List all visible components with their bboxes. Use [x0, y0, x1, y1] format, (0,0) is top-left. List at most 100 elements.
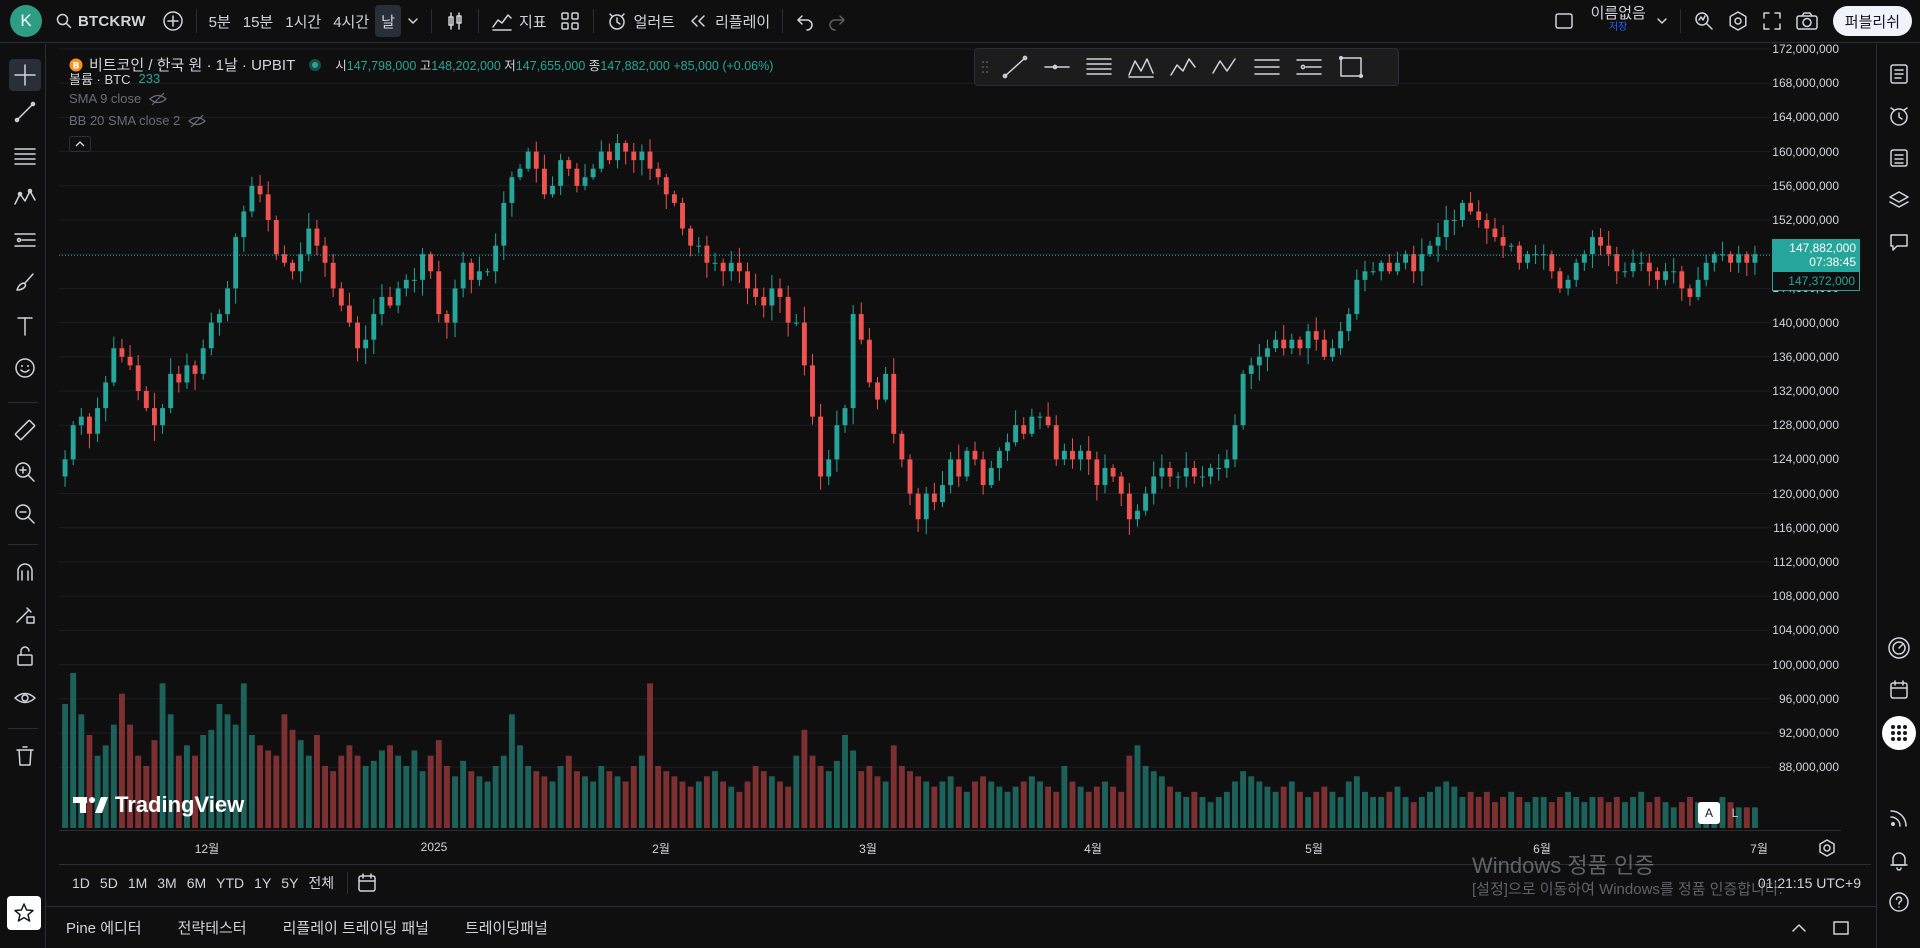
- snapshot-button[interactable]: [1789, 5, 1825, 37]
- tab-trading-panel[interactable]: 트레이딩패널: [464, 920, 548, 937]
- alert-button[interactable]: 얼러트: [600, 5, 681, 37]
- symbol-search[interactable]: BTCKRW: [50, 13, 156, 30]
- timezone-clock[interactable]: 01:21:15 UTC+9: [1757, 874, 1861, 891]
- elliott-wave-icon[interactable]: [1167, 53, 1199, 81]
- range-all[interactable]: 전체: [308, 874, 335, 891]
- pitchfork-icon[interactable]: [1125, 53, 1157, 81]
- chat-button[interactable]: [1883, 226, 1915, 258]
- text-tool[interactable]: [9, 310, 41, 342]
- indicators-button[interactable]: 지표: [485, 5, 553, 37]
- range-5d[interactable]: 5D: [99, 874, 118, 891]
- log-scale-button[interactable]: L: [1731, 806, 1739, 820]
- hide-drawings[interactable]: [9, 682, 41, 714]
- tab-strategy-tester[interactable]: 전략테스터: [177, 920, 247, 937]
- trend-line-icon[interactable]: [999, 53, 1031, 81]
- fullscreen-button[interactable]: [1755, 5, 1789, 37]
- interval-4h[interactable]: 4시간: [333, 13, 370, 31]
- auto-scale-button[interactable]: A: [1698, 802, 1720, 824]
- sma-indicator-legend[interactable]: SMA 9 close: [69, 91, 168, 106]
- fib-tool[interactable]: [9, 140, 41, 172]
- trend-line-tool[interactable]: [9, 96, 41, 128]
- eye-hidden-icon[interactable]: [188, 114, 207, 128]
- range-ytd[interactable]: YTD: [216, 874, 245, 891]
- help-button[interactable]: [1883, 886, 1915, 918]
- candle-body: [127, 356, 133, 366]
- volume-bar: [1134, 745, 1141, 828]
- price-pane[interactable]: B 비트코인 / 한국 원 · 1날 · UPBIT 시147,798,000 …: [59, 44, 1771, 830]
- price-axis[interactable]: 172,000,000 168,000,000 164,000,000 160,000…: [1771, 42, 1841, 830]
- layers-button[interactable]: [1883, 184, 1915, 216]
- goto-date-icon[interactable]: [356, 872, 378, 894]
- icon-tool[interactable]: [9, 352, 41, 384]
- range-1y[interactable]: 1Y: [254, 874, 272, 891]
- pattern-tool[interactable]: [9, 182, 41, 214]
- zoom-in-tool[interactable]: [9, 456, 41, 488]
- range-1d[interactable]: 1D: [72, 874, 90, 891]
- layout-select-button[interactable]: [1547, 5, 1581, 37]
- abcd-pattern-icon[interactable]: [1209, 53, 1241, 81]
- chevron-up-icon[interactable]: [1788, 917, 1810, 939]
- replay-button[interactable]: 리플레이: [681, 5, 776, 37]
- collapse-legend-button[interactable]: [69, 136, 91, 152]
- chart-type-button[interactable]: [438, 5, 472, 37]
- range-3m[interactable]: 3M: [157, 874, 177, 891]
- fib-retracement-icon[interactable]: [1083, 53, 1115, 81]
- regression-channel-icon[interactable]: [1251, 53, 1283, 81]
- settings-button[interactable]: [1721, 5, 1755, 37]
- ideas-stream-button[interactable]: [1883, 802, 1915, 834]
- candle-body: [1411, 254, 1417, 272]
- zoom-out-tool[interactable]: [9, 498, 41, 530]
- range-6m[interactable]: 6M: [186, 874, 207, 891]
- templates-button[interactable]: [553, 5, 587, 37]
- bb-indicator-legend[interactable]: BB 20 SMA close 2: [69, 113, 207, 128]
- time-axis[interactable]: 12월 2025 2월 3월 4월 5월 6월 7월: [59, 830, 1841, 864]
- volume-bar: [1394, 786, 1401, 828]
- calendar-button[interactable]: [1883, 674, 1915, 706]
- range-5y[interactable]: 5Y: [281, 874, 299, 891]
- stay-in-drawing-mode[interactable]: [9, 598, 41, 630]
- redo-button[interactable]: [821, 5, 853, 37]
- axis-settings-gear-icon[interactable]: [1817, 838, 1837, 858]
- crosshair-tool[interactable]: [9, 59, 41, 91]
- candle-body: [996, 450, 1002, 468]
- publish-button[interactable]: 퍼블리쉬: [1832, 6, 1912, 36]
- volume-bar: [1548, 802, 1555, 828]
- watchlist-button[interactable]: [1883, 58, 1915, 90]
- notifications-button[interactable]: [1883, 844, 1915, 876]
- brush-tool[interactable]: [9, 266, 41, 298]
- symbol-title[interactable]: 비트코인 / 한국 원 · 1날 · UPBIT: [89, 57, 296, 74]
- alerts-button[interactable]: [1883, 100, 1915, 132]
- quick-search-button[interactable]: [1687, 5, 1721, 37]
- range-1m[interactable]: 1M: [127, 874, 148, 891]
- volume-bar: [1288, 781, 1295, 828]
- interval-1h[interactable]: 1시간: [285, 13, 322, 31]
- projection-tool[interactable]: [9, 224, 41, 256]
- products-button[interactable]: [1882, 716, 1916, 750]
- object-tree-button[interactable]: [1883, 142, 1915, 174]
- volume-bar: [760, 771, 767, 828]
- tab-pine-editor[interactable]: Pine 에디터: [66, 920, 142, 937]
- undo-button[interactable]: [789, 5, 821, 37]
- interval-1d[interactable]: 날: [375, 5, 401, 37]
- drag-handle-icon[interactable]: [981, 59, 989, 75]
- measure-tool[interactable]: [9, 414, 41, 446]
- remove-drawings[interactable]: [9, 740, 41, 772]
- lock-drawings[interactable]: [9, 640, 41, 672]
- rectangle-icon[interactable]: [1335, 53, 1367, 81]
- user-avatar[interactable]: K: [10, 5, 42, 37]
- candle-body: [1476, 211, 1482, 220]
- horizontal-ray-icon[interactable]: [1041, 53, 1073, 81]
- tab-replay-trading[interactable]: 리플레이 트레이딩 패널: [282, 920, 429, 937]
- maximize-panel-icon[interactable]: [1830, 917, 1852, 939]
- volume-indicator-legend[interactable]: 볼륨 · BTC 233: [69, 69, 160, 88]
- favorites-button[interactable]: [7, 896, 41, 930]
- compare-symbol-button[interactable]: [156, 5, 190, 37]
- interval-dropdown[interactable]: [401, 5, 425, 37]
- magnet-tool[interactable]: [9, 556, 41, 588]
- interval-15m[interactable]: 15분: [242, 13, 274, 31]
- price-range-icon[interactable]: [1293, 53, 1325, 81]
- layout-name-button[interactable]: 이름없음 저장: [1581, 5, 1674, 37]
- signals-button[interactable]: [1883, 632, 1915, 664]
- interval-5m[interactable]: 5분: [208, 13, 231, 31]
- eye-hidden-icon[interactable]: [149, 92, 168, 106]
